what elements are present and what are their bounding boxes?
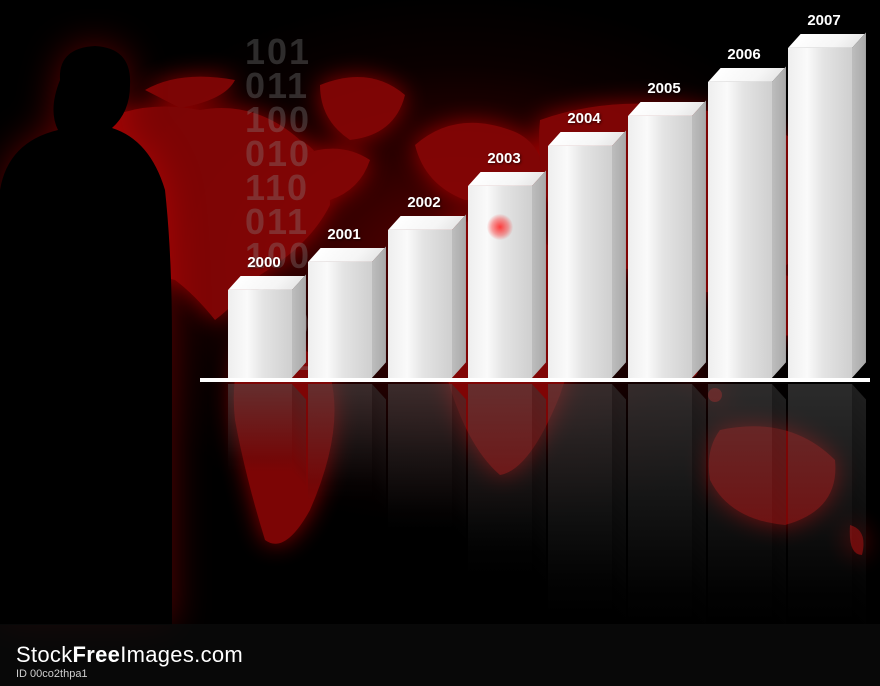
bar-side-face [452,214,466,378]
reflection-front [388,384,452,532]
bar-side-face [772,66,786,378]
bar-front [628,116,692,378]
bar-label: 2005 [632,80,696,97]
bar-label: 2006 [712,46,776,63]
reflection-bar [788,384,852,624]
bar-2000: 2000 [228,290,292,378]
person-silhouette [0,40,210,625]
reflection-front [628,384,692,624]
bar-label: 2004 [552,110,616,127]
reflection-side [612,384,626,624]
bar-2002: 2002 [388,230,452,378]
bar-label: 2000 [232,254,296,271]
reflection-front [788,384,852,624]
watermark-suffix: Images [120,642,194,667]
reflection-side [372,384,386,516]
watermark-prefix: Stock [16,642,73,667]
reflection-front [228,384,292,472]
chart-reflection [200,384,870,624]
reflection-bar [548,384,612,616]
watermark-bold: Free [73,642,121,667]
bar-2007: 2007 [788,48,852,378]
bar-2006: 2006 [708,82,772,378]
watermark-domain: .com [194,642,243,667]
bar-label: 2002 [392,194,456,211]
reflection-front [308,384,372,500]
bar-front [548,146,612,378]
bar-side-face [372,246,386,378]
reflection-front [468,384,532,576]
reflection-bar [388,384,452,532]
watermark-id: ID 00co2thpa1 [16,668,88,680]
bar-front [228,290,292,378]
bar-front [388,230,452,378]
watermark-logo: StockFreeImages.com [16,642,243,668]
reflection-side [692,384,706,624]
bar-side-face [532,170,546,378]
bar-front [308,262,372,378]
reflection-bar [308,384,372,500]
reflection-side [292,384,306,488]
chart-baseline [200,378,870,382]
reflection-side [532,384,546,592]
bar-2003: 2003 [468,186,532,378]
bar-side-face [612,130,626,378]
reflection-front [708,384,772,624]
reflection-bar [228,384,292,472]
reflection-front [548,384,612,616]
bar-2005: 2005 [628,116,692,378]
bar-side-face [852,32,866,378]
bar-front [788,48,852,378]
bar-2004: 2004 [548,146,612,378]
reflection-bar [628,384,692,624]
reflection-bar [468,384,532,576]
bar-side-face [292,274,306,378]
bar-label: 2003 [472,150,536,167]
bar-side-face [692,100,706,378]
reflection-bar [708,384,772,624]
bar-front [468,186,532,378]
watermark-bar: StockFreeImages.com ID 00co2thpa1 [0,624,880,686]
reflection-side [772,384,786,624]
bar-label: 2007 [792,12,856,29]
growth-bar-chart: 20002001200220032004200520062007 [200,0,870,620]
bar-2001: 2001 [308,262,372,378]
bar-label: 2001 [312,226,376,243]
reflection-side [852,384,866,624]
stage: 101 011 100 010 110 011 100 011 000 101 … [0,0,880,686]
bar-front [708,82,772,378]
reflection-side [452,384,466,548]
